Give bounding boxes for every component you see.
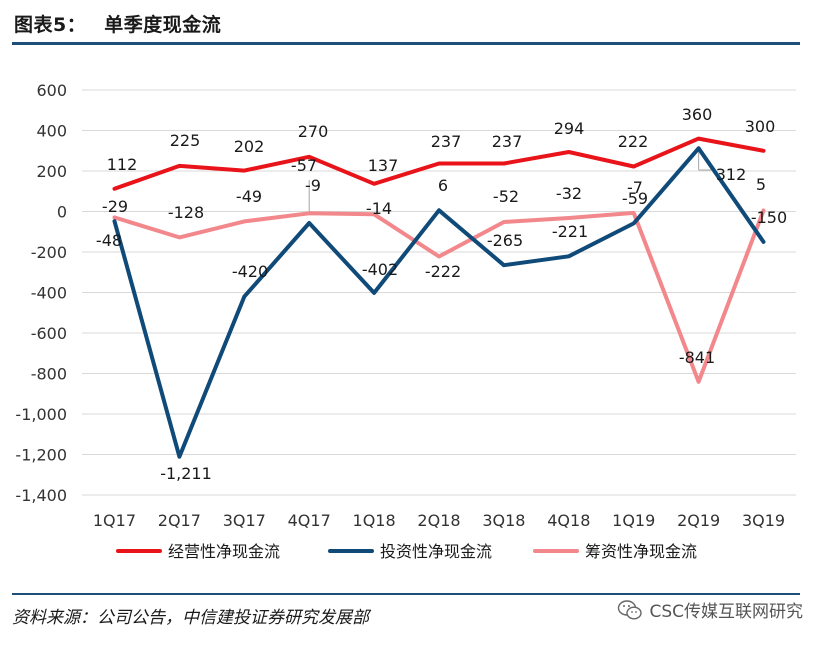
data-label: 225 [170,131,201,150]
watermark-text: CSC传媒互联网研究 [649,602,803,622]
wechat-icon [618,599,643,620]
data-label: -48 [96,231,122,250]
x-tick-label: 3Q17 [223,511,266,530]
y-tick-label: -1,400 [15,486,67,505]
data-label: 312 [716,165,747,184]
data-label: -59 [622,189,648,208]
data-label: -32 [556,184,582,203]
y-tick-label: 400 [36,122,67,141]
data-label: 237 [492,132,523,151]
data-label: -221 [552,222,588,241]
data-label: -29 [102,197,128,216]
footer-divider [12,593,800,595]
data-label: -222 [425,262,461,281]
cashflow-line-chart: 600 400 200 0 -200 -400 -600 -800 -1,000 -1,200 -1… [15,81,796,561]
y-tick-label: -800 [31,365,67,384]
y-tick-label: -200 [31,243,67,262]
y-tick-label: -1,200 [15,446,67,465]
y-tick-label: -400 [31,284,67,303]
legend-label: 经营性净现金流 [168,542,280,561]
data-label: -265 [487,231,523,250]
series-line-1 [112,136,766,191]
x-tick-label: 2Q18 [417,511,460,530]
data-label: -841 [679,348,715,367]
data-label: 360 [682,105,713,124]
figure-title: 图表5： 单季度现金流 [14,10,221,37]
data-label: 270 [298,122,329,141]
y-tick-label: 0 [57,203,67,222]
data-label: 294 [554,119,585,138]
x-tick-label: 2Q19 [677,511,720,530]
data-label: -7 [627,178,643,197]
data-label: -150 [751,208,787,227]
figure-number: 图表5： [14,14,87,36]
watermark: CSC传媒互联网研究 [617,597,803,622]
data-label: -402 [362,260,398,279]
y-tick-label: -600 [31,324,67,343]
data-label: 137 [368,156,399,175]
series-line-2 [112,146,766,459]
data-label: 222 [618,132,649,151]
data-label: -49 [236,187,262,206]
data-label: 112 [107,155,138,174]
x-tick-label: 2Q17 [158,511,201,530]
data-label: -1,211 [160,464,212,483]
legend-label: 投资性净现金流 [380,542,492,561]
x-tick-label: 1Q19 [612,511,655,530]
data-label: -420 [232,262,268,281]
x-tick-label: 4Q17 [288,511,331,530]
data-label: 202 [234,137,265,156]
source-note: 资料来源：公司公告，中信建投证券研究发展部 [12,608,369,628]
data-label: -52 [493,187,519,206]
x-tick-label: 4Q18 [547,511,590,530]
figure-title-text: 单季度现金流 [104,14,222,36]
data-label: 300 [745,117,776,136]
header-divider [12,42,800,45]
y-tick-label: 200 [36,162,67,181]
data-label: 237 [431,132,462,151]
data-label: 6 [438,176,448,195]
y-tick-label: -1,000 [15,405,67,424]
y-tick-label: 600 [36,81,67,100]
data-label: -57 [291,156,317,175]
data-label: -128 [168,203,204,222]
x-tick-label: 3Q18 [482,511,525,530]
x-tick-label: 3Q19 [742,511,785,530]
data-label: -9 [305,176,321,195]
data-label: -14 [366,199,392,218]
series-line-3 [112,208,766,384]
data-label: 5 [756,175,766,194]
x-tick-label: 1Q17 [93,511,136,530]
x-tick-label: 1Q18 [353,511,396,530]
legend-label: 筹资性净现金流 [585,542,697,561]
